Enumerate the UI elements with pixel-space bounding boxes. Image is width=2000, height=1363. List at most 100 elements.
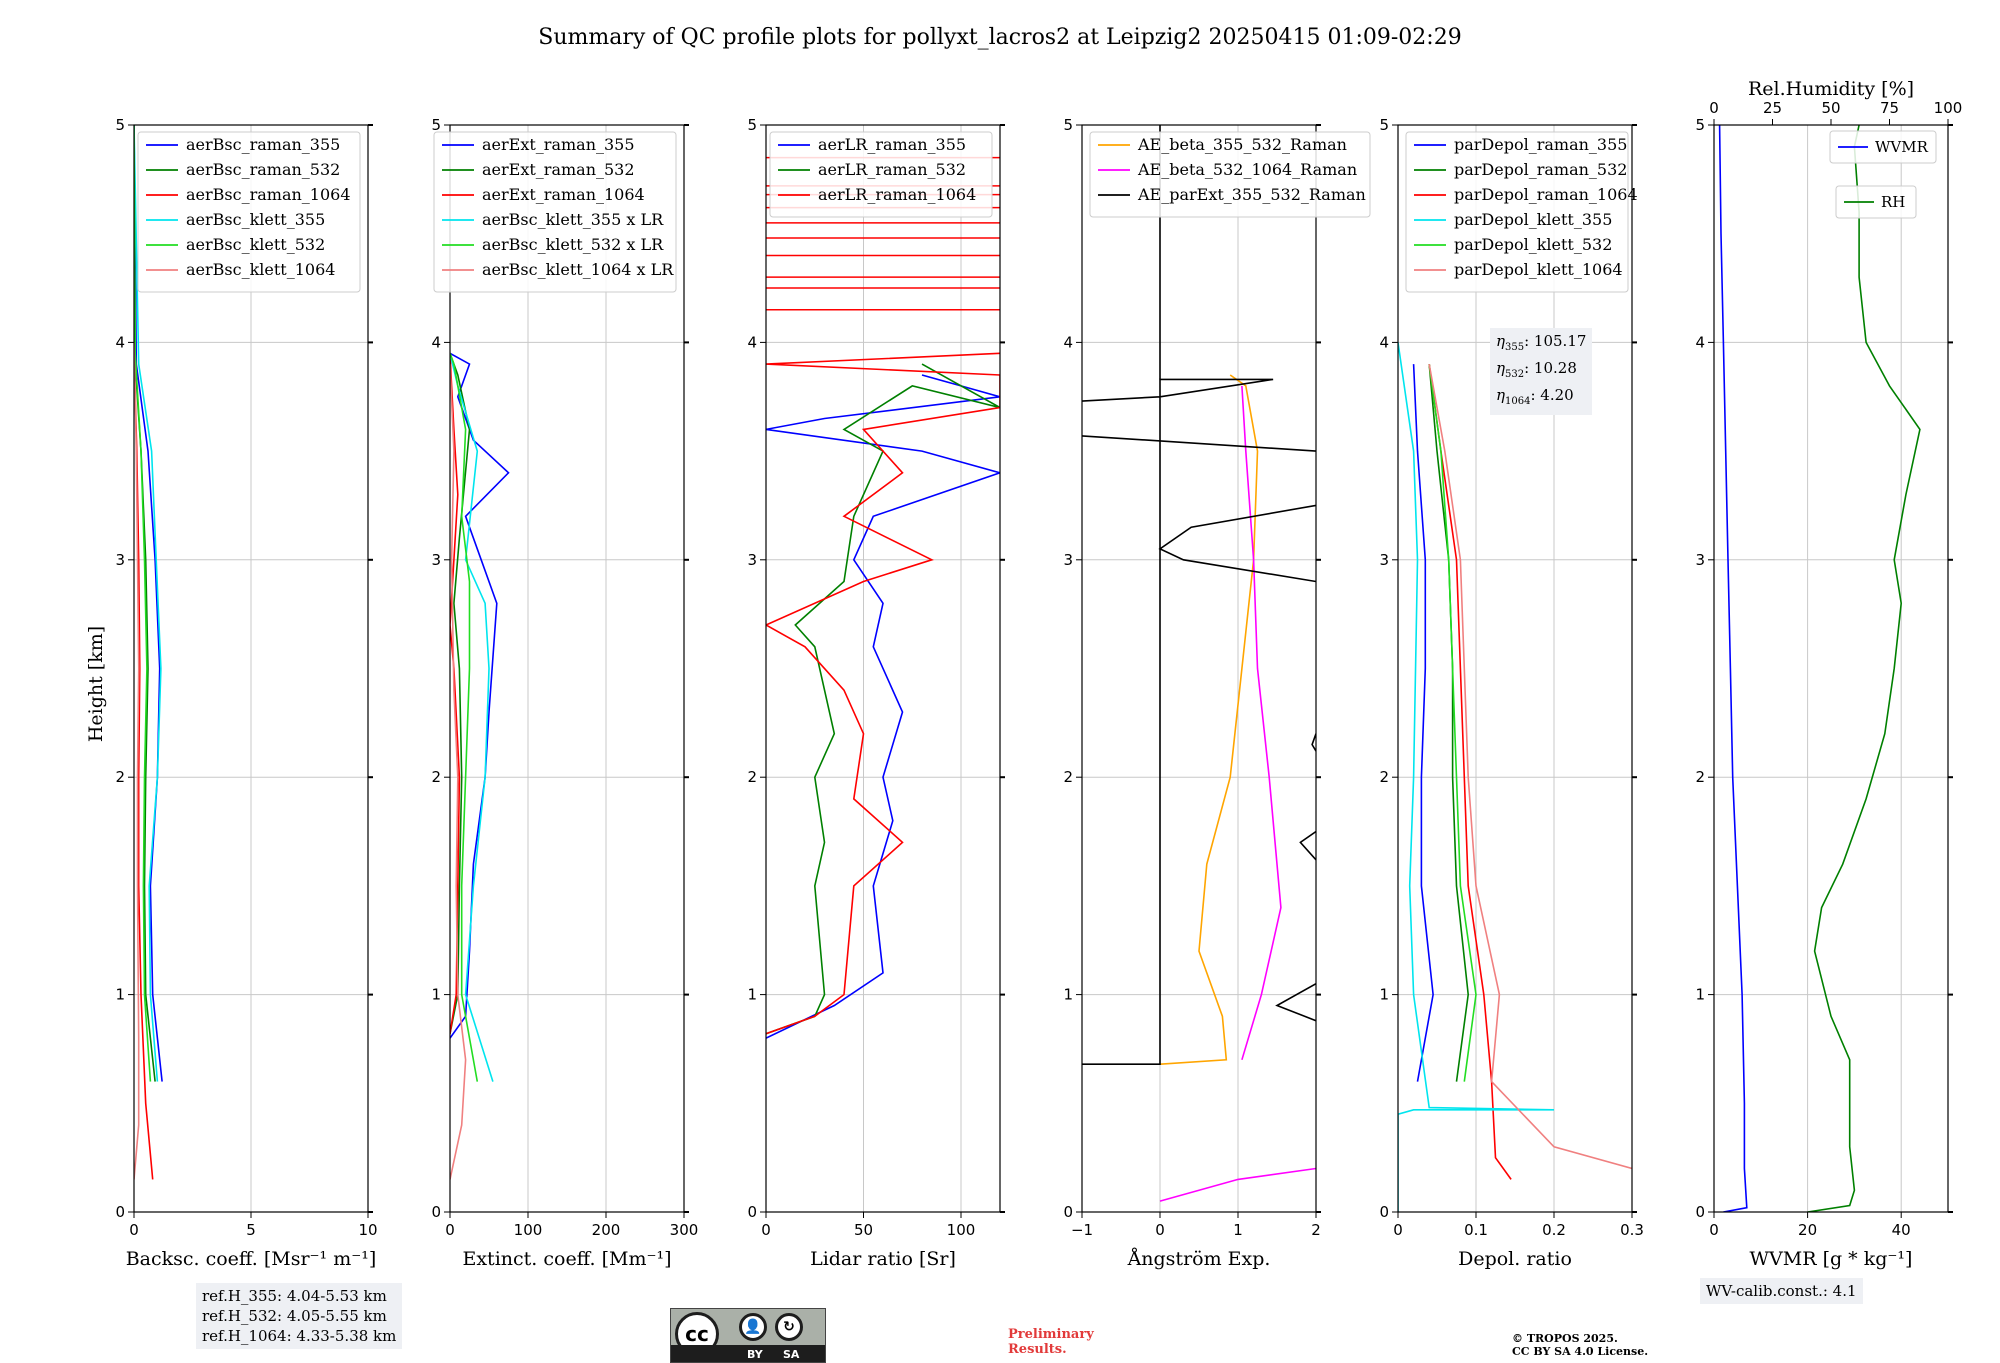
y-tick-label: 0 — [1063, 1203, 1073, 1221]
series-line-aerBsc_klett_1064 — [134, 342, 140, 1180]
legend-label: aerLR_raman_1064 — [818, 185, 976, 204]
y-tick-label: 4 — [1695, 333, 1705, 351]
plot-frame — [765, 124, 1001, 1213]
y-tick-label: 1 — [1695, 986, 1705, 1004]
x2-tick-label: 0 — [1709, 99, 1719, 117]
legend-box — [1089, 131, 1371, 218]
series-line-aerExt_raman_532 — [450, 353, 471, 1034]
reference-height-box: ref.H_355: 4.04-5.53 km ref.H_532: 4.05-… — [196, 1283, 403, 1349]
x-tick-label: 10 — [358, 1221, 377, 1239]
x-tick-label: 100 — [514, 1221, 543, 1239]
copyright-line-1: © TROPOS 2025. — [1512, 1332, 1618, 1345]
x-tick-label: 100 — [947, 1221, 976, 1239]
panel-5: 0 0.1 0.2 0.3 0 1 2 3 4 5 Depol. ratio parDepol_ram… — [1379, 116, 1643, 1270]
plot-frame — [449, 124, 685, 1213]
eta-1064: η1064: 4.20 — [1496, 386, 1574, 407]
legend-label: AE_parExt_355_532_Raman — [1137, 185, 1366, 204]
cc-by-label: BY — [747, 1348, 763, 1361]
ref-height-1064: ref.H_1064: 4.33-5.38 km — [202, 1327, 397, 1345]
panel-3: 0 50 100 0 1 2 3 4 5 Lidar ratio [Sr] aerLR_raman_… — [747, 116, 1005, 1270]
plot-area — [1398, 342, 1632, 1212]
wv-calib-box: WV-calib.const.: 4.1 — [1700, 1278, 1863, 1304]
y-tick-label: 2 — [1063, 768, 1073, 786]
series-line-aerBsc_klett_1064 x LR — [450, 364, 467, 1180]
legend-box — [1835, 185, 1917, 219]
y-tick-label: 5 — [747, 116, 757, 134]
y-tick-label: 0 — [431, 1203, 441, 1221]
wv-calib-text: WV-calib.const.: 4.1 — [1706, 1282, 1857, 1300]
legend-label: parDepol_klett_355 — [1454, 210, 1612, 229]
legend-label: aerBsc_klett_532 x LR — [482, 235, 664, 254]
eta-532: η532: 10.28 — [1496, 359, 1577, 380]
eta-532-value: 10.28 — [1533, 359, 1577, 377]
series-line-aerBsc_raman_355 — [134, 125, 163, 1082]
legend-label: aerBsc_klett_355 x LR — [482, 210, 664, 229]
legend-label: aerExt_raman_532 — [482, 160, 635, 179]
y-tick-label: 4 — [747, 333, 757, 351]
y-tick-label: 1 — [431, 986, 441, 1004]
legend-label: aerBsc_klett_532 — [186, 235, 325, 254]
ref-height-532: ref.H_532: 4.05-5.55 km — [202, 1307, 387, 1325]
x2-tick-label: 25 — [1763, 99, 1782, 117]
y-tick-label: 0 — [1379, 1203, 1389, 1221]
eta-355-value: 105.17 — [1533, 332, 1587, 350]
y-tick-label: 1 — [747, 986, 757, 1004]
series-line-AE_parExt_355_532_Raman — [1082, 378, 1274, 1065]
legend-label: aerExt_raman_355 — [482, 135, 635, 154]
figure-title: Summary of QC profile plots for pollyxt_… — [538, 25, 1461, 50]
x-tick-label: 200 — [592, 1221, 621, 1239]
y-tick-label: 2 — [1379, 768, 1389, 786]
plot-area — [766, 156, 1000, 1039]
plot-frame — [1081, 124, 1317, 1213]
x-tick-label: 50 — [854, 1221, 873, 1239]
x2-tick-label: 50 — [1821, 99, 1840, 117]
series-line-parDepol_raman_1064 — [1428, 363, 1512, 1180]
x-tick-label: 1 — [1233, 1221, 1243, 1239]
y-tick-label: 4 — [431, 333, 441, 351]
legend-label: parDepol_raman_1064 — [1454, 185, 1638, 204]
x-axis-label: WVMR [g * kg⁻¹] — [1750, 1248, 1913, 1270]
x-tick-label: 0 — [1155, 1221, 1165, 1239]
x-axis-label: Lidar ratio [Sr] — [810, 1248, 956, 1270]
y-axis-label: Height [km] — [85, 626, 107, 742]
cc-sa-label: SA — [783, 1348, 800, 1361]
panel-2: 0 100 200 300 0 1 2 3 4 5 Extinct. coeff. [Mm⁻¹] ae… — [431, 116, 698, 1270]
plot-area — [134, 125, 163, 1180]
eta-1064-value: 4.20 — [1540, 386, 1574, 404]
x-tick-label: 0.1 — [1464, 1221, 1488, 1239]
copyright-note: © TROPOS 2025. CC BY SA 4.0 License. — [1512, 1332, 1648, 1358]
legend-label: aerBsc_klett_355 — [186, 210, 325, 229]
series-line-aerBsc_klett_532 — [134, 125, 152, 1082]
x-tick-label: 2 — [1311, 1221, 1321, 1239]
x-tick-label: 0.3 — [1620, 1221, 1644, 1239]
series-line-parDepol_klett_355 — [1398, 342, 1555, 1212]
legend-label: RH — [1881, 193, 1905, 211]
y-tick-label: 0 — [1695, 1203, 1705, 1221]
y-tick-label: 3 — [1695, 551, 1705, 569]
preliminary-line-1: Preliminary — [1008, 1327, 1094, 1342]
series-line-AE_parExt_355_532_Raman_seg — [1082, 435, 1316, 452]
x-tick-label: 0 — [1393, 1221, 1403, 1239]
y-tick-label: 0 — [115, 1203, 125, 1221]
y-tick-label: 3 — [1063, 551, 1073, 569]
legend-label: aerBsc_raman_355 — [186, 135, 340, 154]
x-tick-label: 0 — [761, 1221, 771, 1239]
series-line-parDepol_raman_532 — [1428, 364, 1470, 1082]
legend-label: parDepol_klett_532 — [1454, 235, 1612, 254]
x-tick-label: 0 — [445, 1221, 455, 1239]
legend-label: aerBsc_raman_532 — [186, 160, 340, 179]
series-line-AE_parExt_355_532_Raman_seg2 — [1158, 504, 1316, 583]
legend-label: aerLR_raman_355 — [818, 135, 966, 154]
series-line-AE_parExt_355_532_Raman_seg3 — [1275, 983, 1316, 1022]
y-tick-label: 1 — [1379, 986, 1389, 1004]
x-axis-label: Extinct. coeff. [Mm⁻¹] — [462, 1248, 671, 1270]
legend-label: aerExt_raman_1064 — [482, 185, 645, 204]
series-line-WVMR — [1718, 125, 1748, 1212]
y-tick-label: 0 — [747, 1203, 757, 1221]
x2-tick-label: 100 — [1934, 99, 1963, 117]
series-line-parDepol_klett_1064 — [1428, 363, 1632, 1170]
panel-6: 0 20 40 0 1 2 3 4 5 WVMR [g * kg⁻¹] 0 25 50 75 100 Rel.… — [1695, 78, 1962, 1270]
legend-label: aerBsc_klett_1064 x LR — [482, 260, 674, 279]
cc-by-sa-badge: cc 👤 ↻ BY SA — [670, 1308, 826, 1363]
